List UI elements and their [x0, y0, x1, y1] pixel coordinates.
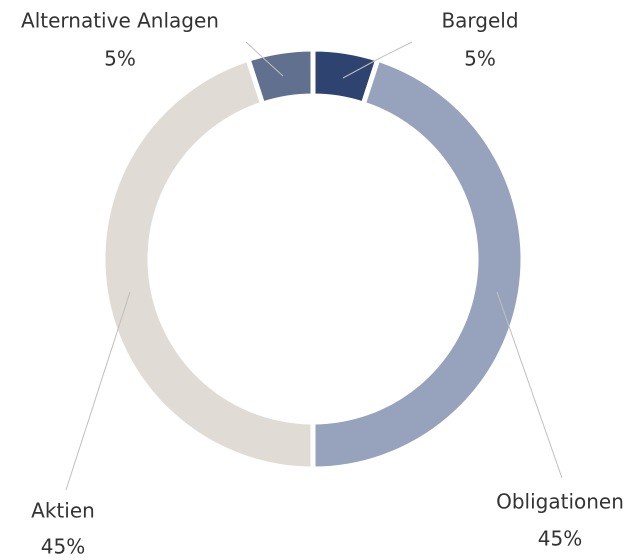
leader-line	[496, 291, 563, 479]
donut-segment	[100, 56, 316, 472]
leader-line	[342, 41, 413, 79]
value-label: 45%	[41, 535, 85, 559]
value-label: 5%	[104, 47, 136, 71]
donut-segment	[310, 56, 526, 472]
category-label: Obligationen	[496, 490, 624, 514]
value-label: 5%	[464, 47, 496, 71]
donut-segment	[244, 46, 316, 108]
category-label: Aktien	[31, 499, 95, 523]
leader-line	[65, 291, 131, 491]
leader-line	[245, 41, 284, 77]
value-label: 45%	[538, 527, 582, 551]
category-label: Alternative Anlagen	[21, 9, 219, 33]
category-label: Bargeld	[441, 9, 518, 33]
